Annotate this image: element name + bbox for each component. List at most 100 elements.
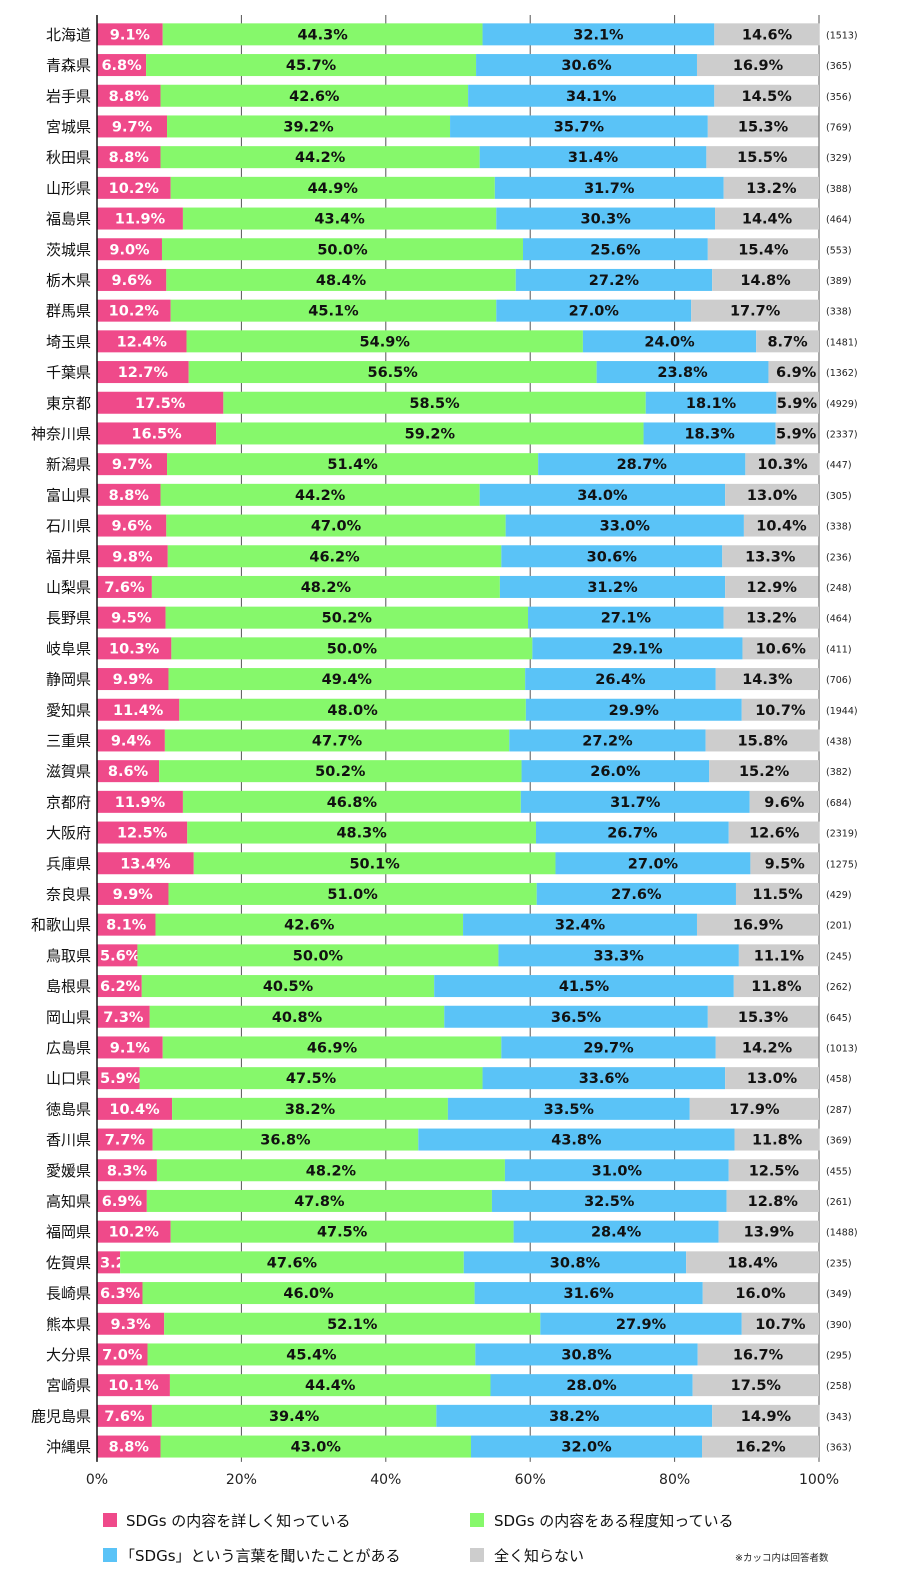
category-label: 大分県 [46,1346,91,1364]
bar-segment-1 [97,1220,171,1243]
bar-segment-1 [97,1312,165,1335]
category-label: 愛知県 [46,701,91,719]
data-label: 12.8% [748,1194,799,1210]
bar-segment-1 [97,821,188,844]
bar-segment-1 [97,545,168,568]
bar-segment-1 [97,852,194,875]
data-label: 44.3% [297,27,348,43]
bar-segment-3 [444,1005,708,1028]
data-label: 12.9% [747,580,798,596]
data-label: 9.9% [113,672,154,688]
data-label: 9.7% [112,457,153,473]
data-label: 15.3% [738,119,789,135]
bar-segment-1 [97,1036,163,1059]
respondent-count: (258) [826,1381,852,1392]
bar-segment-2 [170,1220,514,1243]
data-label: 12.7% [118,365,169,381]
respondent-count: (4929) [826,399,858,410]
data-label: 10.1% [108,1378,159,1394]
data-label: 27.0% [569,304,620,320]
respondent-count: (390) [826,1320,852,1331]
data-label: 15.4% [738,242,789,258]
legend: SDGs の内容を詳しく知っている SDGs の内容をある程度知っている 「SD… [103,1512,829,1565]
bar-segment-3 [496,299,692,322]
bar-segment-3 [515,268,713,291]
data-label: 28.7% [617,457,668,473]
bar-segment-1 [97,1343,148,1366]
respondent-count: (363) [826,1443,852,1454]
bar-segment-1 [97,1374,170,1397]
bar-segment-4 [712,268,819,291]
data-label: 9.8% [112,549,153,565]
bar-segment-4 [733,975,819,998]
data-label: 11.8% [752,1133,803,1149]
data-label: 40.8% [272,1010,323,1026]
legend-item-unknown: 全く知らない [470,1547,584,1565]
data-label: 30.6% [587,549,638,565]
data-label: 39.2% [283,119,334,135]
respondent-count: (338) [826,522,852,533]
bar-segment-4 [728,1159,819,1182]
category-label: 岡山県 [46,1008,91,1026]
data-label: 11.1% [754,948,805,964]
bar-segment-4 [715,207,819,230]
data-label: 44.9% [308,181,359,197]
respondent-count: (248) [826,583,852,594]
data-label: 32.1% [573,27,624,43]
bar-segment-3 [436,1404,713,1427]
respondent-count: (235) [826,1258,852,1269]
bar-segment-3 [643,422,776,445]
data-label: 44.4% [305,1378,356,1394]
respondent-count: (287) [826,1105,852,1116]
data-label: 11.9% [115,212,166,228]
category-label: 秋田県 [46,149,91,167]
data-label: 15.2% [739,764,790,780]
bar-segment-4 [725,575,819,598]
bar-segment-1 [97,268,167,291]
bar-segment-2 [172,1097,448,1120]
bar-segment-1 [97,1189,147,1212]
bar-segment-3 [491,1189,727,1212]
bar-segment-2 [179,698,526,721]
category-label: 宮城県 [46,118,91,136]
data-label: 11.5% [752,887,803,903]
data-label: 26.4% [595,672,646,688]
data-label: 48.4% [316,273,367,289]
category-label: 千葉県 [46,364,91,382]
legend-swatch-unknown [470,1548,484,1562]
data-label: 13.0% [747,488,798,504]
respondent-count: (349) [826,1289,852,1300]
bar-segment-2 [160,84,469,107]
data-label: 13.2% [746,181,797,197]
data-label: 45.4% [286,1347,337,1363]
x-tick-label: 100% [799,1472,839,1488]
bar-segment-1 [97,361,189,384]
category-label: 石川県 [46,517,91,535]
bar-segment-3 [418,1128,735,1151]
category-label: 徳島県 [46,1100,91,1118]
bar-segment-1 [97,790,183,813]
respondent-count: (438) [826,736,852,747]
bar-segment-4 [706,146,819,169]
respondent-count: (369) [826,1136,852,1147]
bar-segment-3 [521,760,710,783]
bar-segment-1 [97,422,217,445]
category-label: 鹿児島県 [31,1407,91,1425]
bar-segment-3 [490,1374,693,1397]
bar-segment-3 [525,698,742,721]
bar-segment-1 [97,84,161,107]
data-label: 24.0% [644,334,695,350]
respondent-note: ※カッコ内は回答者数 [735,1552,829,1564]
data-label: 9.6% [112,273,153,289]
category-label: 神奈川県 [31,425,91,443]
bar-segment-1 [97,1128,153,1151]
bar-segment-2 [167,545,502,568]
data-label: 13.9% [744,1225,795,1241]
data-label: 10.2% [109,1225,160,1241]
bar-segment-2 [168,668,526,691]
data-label: 9.4% [111,733,152,749]
data-label: 9.0% [109,242,150,258]
data-label: 50.2% [315,764,366,780]
respondent-count: (236) [826,552,852,563]
